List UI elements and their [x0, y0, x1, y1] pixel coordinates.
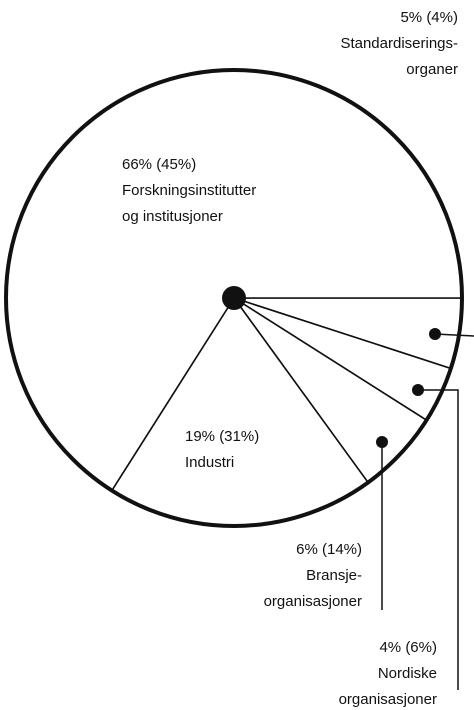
category-label: Nordiske: [378, 665, 437, 682]
category-label: Forskningsinstitutter: [122, 182, 256, 199]
value-label: 4% (6%): [379, 639, 437, 656]
category-label: Bransje-: [306, 567, 362, 584]
leader-line: [418, 389, 459, 690]
slice-dot: [429, 328, 441, 340]
pie-outline: [4, 68, 464, 528]
value-label: 66% (45%): [122, 156, 196, 173]
category-label: organer: [406, 61, 458, 78]
category-label: organisasjoner: [264, 593, 362, 610]
slice-dot: [412, 384, 424, 396]
category-label: og institusjoner: [122, 208, 223, 225]
value-label: 6% (14%): [296, 541, 362, 558]
value-label: 5% (4%): [400, 9, 458, 26]
category-label: Industri: [185, 454, 234, 471]
leader-line: [434, 333, 474, 337]
slice-dot: [376, 436, 388, 448]
category-label: organisasjoner: [339, 691, 437, 708]
category-label: Standardiserings-: [340, 35, 458, 52]
center-dot: [222, 286, 246, 310]
value-label: 19% (31%): [185, 428, 259, 445]
